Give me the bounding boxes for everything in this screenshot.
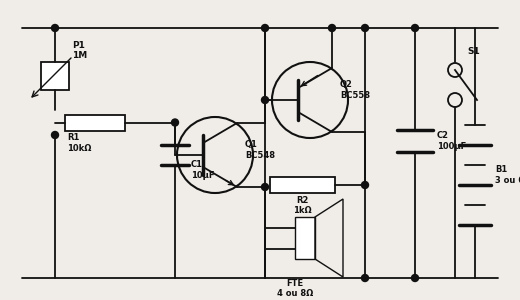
Circle shape xyxy=(411,25,419,32)
Circle shape xyxy=(51,25,58,32)
FancyBboxPatch shape xyxy=(65,115,125,130)
Circle shape xyxy=(51,131,58,139)
Text: C2
100μF: C2 100μF xyxy=(437,131,466,151)
Circle shape xyxy=(262,97,268,104)
Circle shape xyxy=(411,274,419,281)
Text: Q2
BC558: Q2 BC558 xyxy=(340,80,370,100)
FancyBboxPatch shape xyxy=(295,217,315,259)
Circle shape xyxy=(361,25,369,32)
FancyBboxPatch shape xyxy=(41,62,69,90)
Text: C1
10μF: C1 10μF xyxy=(191,160,215,180)
Circle shape xyxy=(172,119,178,126)
Text: P1
1M: P1 1M xyxy=(72,40,87,60)
FancyBboxPatch shape xyxy=(270,177,335,193)
Circle shape xyxy=(329,25,335,32)
Circle shape xyxy=(361,182,369,188)
Text: S1: S1 xyxy=(467,47,480,56)
Text: FTE
4 ou 8Ω: FTE 4 ou 8Ω xyxy=(277,279,313,298)
Circle shape xyxy=(262,184,268,190)
Text: R1
10kΩ: R1 10kΩ xyxy=(67,134,92,153)
Text: Q1
BC548: Q1 BC548 xyxy=(245,140,275,160)
Circle shape xyxy=(262,25,268,32)
Circle shape xyxy=(361,274,369,281)
Text: B1
3 ou 6V: B1 3 ou 6V xyxy=(495,165,520,185)
Text: R2
1kΩ: R2 1kΩ xyxy=(293,196,312,215)
